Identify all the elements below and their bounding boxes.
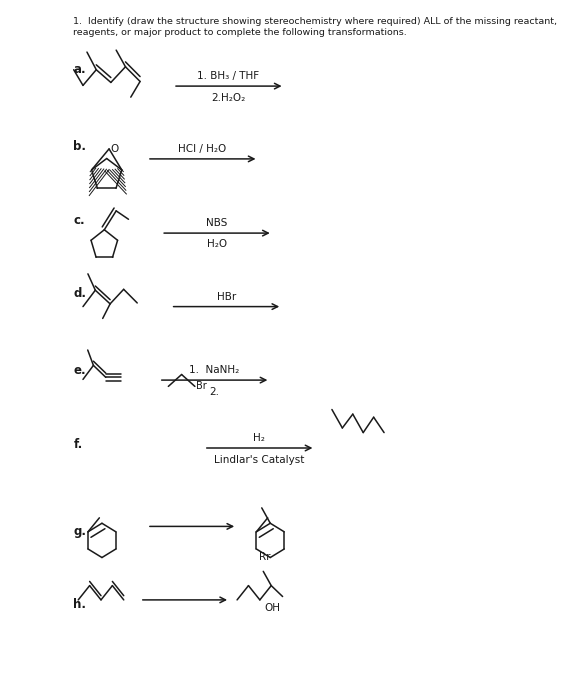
Text: Br: Br (196, 382, 207, 391)
Text: 1. BH₃ / THF: 1. BH₃ / THF (197, 71, 259, 81)
Text: HBr: HBr (217, 292, 236, 302)
Text: g.: g. (74, 525, 86, 538)
Text: 1.  NaNH₂: 1. NaNH₂ (189, 365, 240, 375)
Text: e.: e. (74, 364, 86, 377)
Text: d.: d. (74, 287, 86, 300)
Text: 1.  Identify (draw the structure showing stereochemistry where required) ALL of : 1. Identify (draw the structure showing … (74, 18, 558, 27)
Text: 2.H₂O₂: 2.H₂O₂ (211, 93, 245, 103)
Text: HCl / H₂O: HCl / H₂O (178, 144, 226, 154)
Text: h.: h. (74, 598, 86, 612)
Text: reagents, or major product to complete the following transformations.: reagents, or major product to complete t… (74, 28, 407, 37)
Text: NBS: NBS (206, 218, 228, 228)
Text: f.: f. (74, 438, 83, 451)
Text: b.: b. (74, 140, 86, 153)
Text: OH: OH (264, 603, 280, 613)
Text: H₂: H₂ (254, 433, 265, 443)
Text: 2.: 2. (210, 387, 219, 397)
Text: O: O (111, 144, 119, 154)
Text: H₂O: H₂O (207, 239, 227, 249)
Text: Lindlar's Catalyst: Lindlar's Catalyst (214, 455, 305, 465)
Text: a.: a. (74, 63, 86, 76)
Text: c.: c. (74, 214, 85, 227)
Text: Rr: Rr (259, 552, 270, 563)
